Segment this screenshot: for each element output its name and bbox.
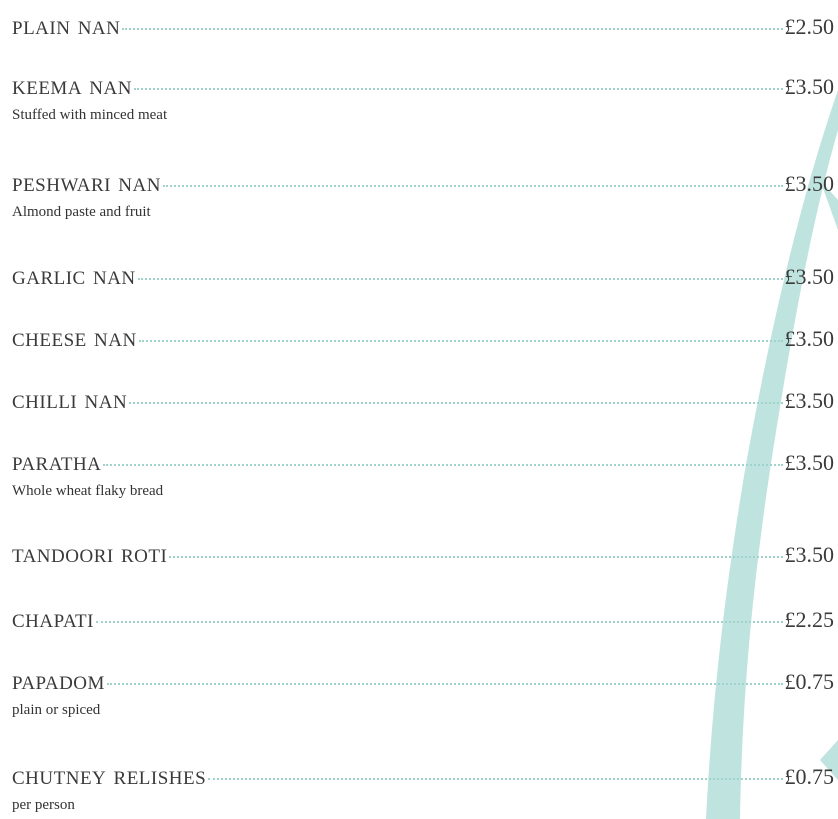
item-description: Whole wheat flaky bread xyxy=(12,483,834,500)
menu-item: KEEMA NAN £3.50 Stuffed with minced meat xyxy=(12,70,834,124)
item-price: £3.50 xyxy=(785,171,835,197)
menu-item: GARLIC NAN £3.50 xyxy=(12,260,834,291)
item-name: CHILLI NAN xyxy=(12,384,127,415)
menu-item: PAPADOM £0.75 plain or spiced xyxy=(12,665,834,719)
item-name: KEEMA NAN xyxy=(12,70,132,101)
item-price: £3.50 xyxy=(785,326,835,352)
item-row: TANDOORI ROTI £3.50 xyxy=(12,538,834,569)
menu-item: CHILLI NAN £3.50 xyxy=(12,384,834,415)
item-name: CHEESE NAN xyxy=(12,322,137,353)
item-row: CHAPATI £2.25 xyxy=(12,603,834,634)
dot-leader xyxy=(134,88,783,90)
item-price: £0.75 xyxy=(785,669,835,695)
item-price: £3.50 xyxy=(785,450,835,476)
item-row: CHUTNEY RELISHES £0.75 xyxy=(12,760,834,791)
menu-item: PARATHA £3.50 Whole wheat flaky bread xyxy=(12,446,834,500)
item-row: PARATHA £3.50 xyxy=(12,446,834,477)
item-description: Stuffed with minced meat xyxy=(12,107,834,124)
item-price: £2.25 xyxy=(785,607,835,633)
dot-leader xyxy=(103,464,782,466)
menu-item: PESHWARI NAN £3.50 Almond paste and fruit xyxy=(12,167,834,221)
item-row: CHILLI NAN £3.50 xyxy=(12,384,834,415)
item-description: Almond paste and fruit xyxy=(12,204,834,221)
item-name: PARATHA xyxy=(12,446,101,477)
dot-leader xyxy=(208,778,782,780)
item-description: plain or spiced xyxy=(12,702,834,719)
dot-leader xyxy=(107,683,783,685)
item-row: PESHWARI NAN £3.50 xyxy=(12,167,834,198)
item-description: per person xyxy=(12,797,834,814)
item-price: £3.50 xyxy=(785,542,835,568)
item-name: PLAIN NAN xyxy=(12,10,120,41)
menu-page: {"items": [ {"name": "PLAIN NAN", "price… xyxy=(0,0,838,819)
item-price: £0.75 xyxy=(785,764,835,790)
item-row: KEEMA NAN £3.50 xyxy=(12,70,834,101)
item-name: TANDOORI ROTI xyxy=(12,538,167,569)
item-price: £3.50 xyxy=(785,388,835,414)
item-name: GARLIC NAN xyxy=(12,260,136,291)
dot-leader xyxy=(138,278,783,280)
item-name: CHAPATI xyxy=(12,603,94,634)
item-price: £3.50 xyxy=(785,74,835,100)
dot-leader xyxy=(122,28,782,30)
menu-item: PLAIN NAN £2.50 xyxy=(12,10,834,41)
item-price: £3.50 xyxy=(785,264,835,290)
item-name: CHUTNEY RELISHES xyxy=(12,760,206,791)
menu-item: CHAPATI £2.25 xyxy=(12,603,834,634)
item-row: PAPADOM £0.75 xyxy=(12,665,834,696)
item-price: £2.50 xyxy=(785,14,835,40)
item-name: PESHWARI NAN xyxy=(12,167,161,198)
menu-item: TANDOORI ROTI £3.50 xyxy=(12,538,834,569)
item-row: CHEESE NAN £3.50 xyxy=(12,322,834,353)
dot-leader xyxy=(169,556,782,558)
dot-leader xyxy=(163,185,783,187)
dot-leader xyxy=(139,340,783,342)
item-name: PAPADOM xyxy=(12,665,105,696)
item-row: PLAIN NAN £2.50 xyxy=(12,10,834,41)
menu-item: CHEESE NAN £3.50 xyxy=(12,322,834,353)
dot-leader xyxy=(129,402,782,404)
dot-leader xyxy=(96,621,783,623)
menu-item: CHUTNEY RELISHES £0.75 per person xyxy=(12,760,834,814)
item-row: GARLIC NAN £3.50 xyxy=(12,260,834,291)
